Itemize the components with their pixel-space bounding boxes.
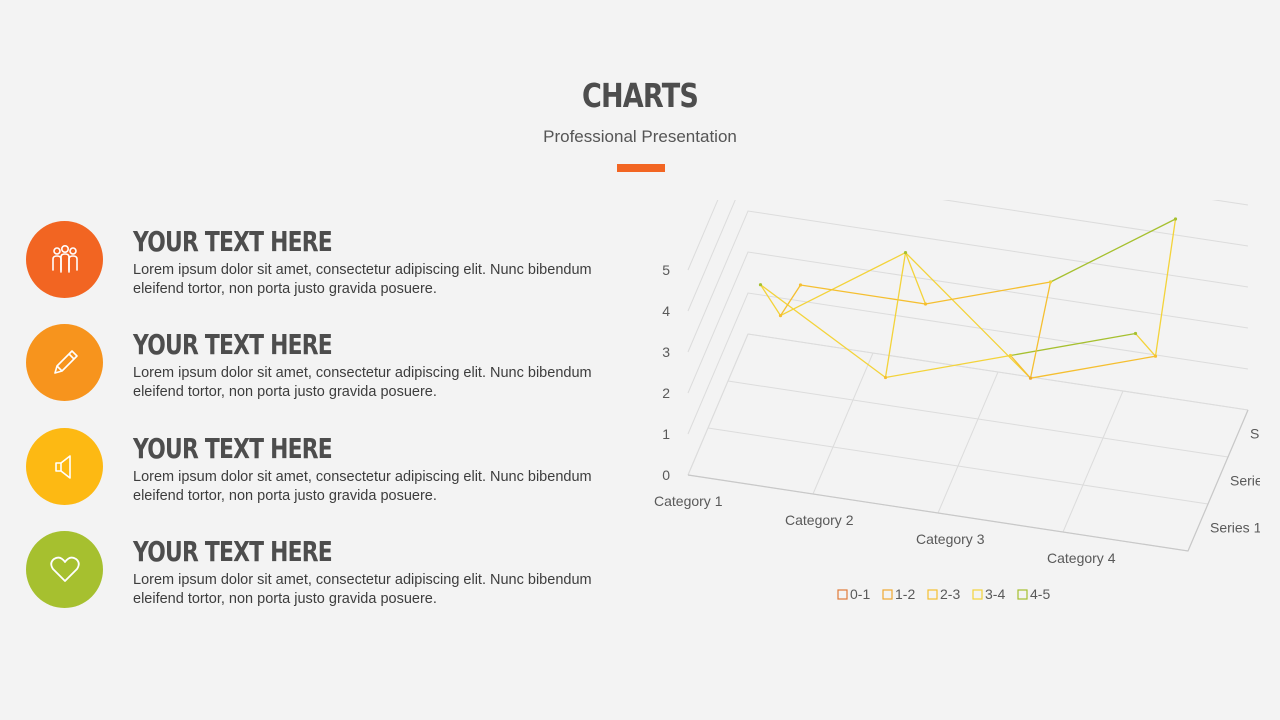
legend-swatch <box>972 589 983 600</box>
gridline <box>812 352 874 495</box>
feature-text: Lorem ipsum dolor sit amet, consectetur … <box>133 365 592 400</box>
pencil-icon <box>26 324 103 401</box>
gridline <box>687 251 1249 394</box>
data-point <box>1153 354 1158 358</box>
legend-label: 2-3 <box>940 586 960 602</box>
surface-line <box>780 252 906 317</box>
legend-label: 0-1 <box>850 586 870 602</box>
gridline <box>1062 390 1124 533</box>
team-icon <box>26 221 103 298</box>
legend-swatch <box>837 589 848 600</box>
surface-line <box>905 252 1031 379</box>
gridline <box>727 380 1229 458</box>
legend-swatch <box>927 589 938 600</box>
surface-line <box>1030 355 1156 379</box>
axis-line <box>687 409 1249 552</box>
gridline <box>747 333 1249 411</box>
category-label: Category 1 <box>654 493 723 509</box>
surface-line <box>760 284 886 379</box>
feature-text: Lorem ipsum dolor sit amet, consectetur … <box>133 262 592 297</box>
gridline <box>937 371 999 514</box>
data-point <box>778 314 783 318</box>
feature-text: Lorem ipsum dolor sit amet, consectetur … <box>133 572 592 607</box>
category-label: Category 2 <box>785 512 854 528</box>
page-title: CHARTS <box>581 76 699 115</box>
surface-line <box>1135 333 1156 357</box>
z-tick-label: 5 <box>662 262 670 278</box>
feature-text: Lorem ipsum dolor sit amet, consectetur … <box>133 469 592 504</box>
surface-chart: 0 1 2 3 4 5 Category 1 Category 2 Category 3 Cate… <box>654 200 1260 602</box>
data-point <box>1028 376 1033 380</box>
gridline <box>687 200 1249 271</box>
legend-swatch <box>1017 589 1028 600</box>
data-point <box>798 283 803 287</box>
series-label: Series 2 <box>1230 473 1260 489</box>
feature-heading: YOUR TEXT HERE <box>133 328 333 361</box>
surface-line <box>1010 332 1136 357</box>
surface-line <box>1029 281 1052 379</box>
page-subtitle: Professional Presentation <box>543 127 737 146</box>
category-label: Category 4 <box>1047 550 1116 566</box>
z-tick-label: 3 <box>662 344 670 360</box>
gridline <box>687 333 1249 476</box>
z-tick-label: 2 <box>662 385 670 401</box>
data-point <box>923 302 928 306</box>
legend-label: 1-2 <box>895 586 915 602</box>
z-tick-label: 0 <box>662 467 670 483</box>
feature-item-4: YOUR TEXT HERE Lorem ipsum dolor sit ame… <box>26 531 626 611</box>
series-label: Series 1 <box>1210 520 1260 536</box>
gridline <box>687 210 1249 353</box>
feature-heading: YOUR TEXT HERE <box>133 535 333 568</box>
data-point <box>903 251 908 255</box>
surface-line <box>800 284 926 305</box>
legend-label: 3-4 <box>985 586 1005 602</box>
z-tick-label: 1 <box>662 426 670 442</box>
surface-line <box>884 252 907 378</box>
data-point <box>1133 331 1138 336</box>
surface-line <box>904 252 927 305</box>
series-label: Series 3 <box>1250 426 1260 442</box>
surface-line <box>759 284 782 316</box>
z-tick-label: 4 <box>662 303 670 319</box>
gridline <box>687 200 1249 312</box>
feature-item-3: YOUR TEXT HERE Lorem ipsum dolor sit ame… <box>26 428 626 508</box>
legend-label: 4-5 <box>1030 586 1050 602</box>
surface-line <box>925 281 1051 305</box>
data-point <box>758 283 763 287</box>
surface-line <box>1050 218 1176 283</box>
surface-line <box>779 284 802 316</box>
gridline <box>687 333 749 476</box>
surface-line <box>1010 355 1031 379</box>
feature-item-2: YOUR TEXT HERE Lorem ipsum dolor sit ame… <box>26 324 626 404</box>
surface-line <box>885 354 1011 379</box>
megaphone-icon <box>26 428 103 505</box>
category-label: Category 3 <box>916 531 985 547</box>
feature-heading: YOUR TEXT HERE <box>133 225 333 258</box>
gridline <box>707 427 1209 505</box>
heart-icon <box>26 531 103 608</box>
data-point <box>1008 353 1013 358</box>
data-point <box>1173 217 1178 221</box>
data-point <box>883 375 888 380</box>
legend-swatch <box>882 589 893 600</box>
feature-heading: YOUR TEXT HERE <box>133 432 333 465</box>
title-underline <box>617 164 665 172</box>
feature-item-1: YOUR TEXT HERE Lorem ipsum dolor sit ame… <box>26 221 626 301</box>
data-point <box>1048 280 1053 284</box>
surface-line <box>1154 218 1177 357</box>
